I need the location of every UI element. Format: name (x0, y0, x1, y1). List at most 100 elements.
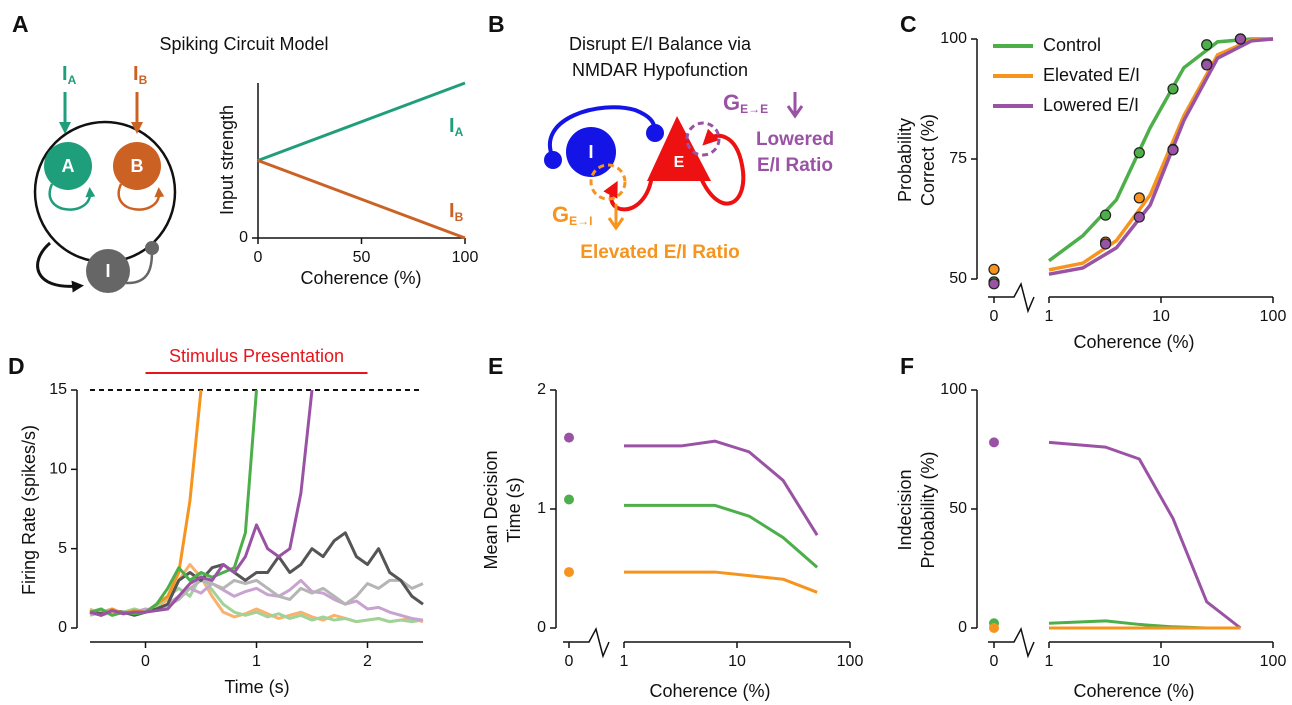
data-point (1099, 238, 1112, 250)
x-tick-label: 10 (1152, 308, 1170, 325)
node-label: B (131, 156, 144, 176)
change-label: Elevated E/I Ratio (580, 242, 739, 263)
input-label: IB (133, 63, 148, 87)
data-point (564, 432, 574, 443)
series-line (89, 578, 424, 622)
series-line (89, 531, 424, 617)
data-point (1133, 211, 1145, 223)
y-tick-label: 50 (949, 500, 967, 517)
data-point (1167, 144, 1179, 156)
data-point (988, 278, 1000, 290)
projection (36, 241, 84, 293)
node-label: E (674, 154, 685, 171)
projection (125, 251, 154, 285)
data-point (988, 263, 1000, 275)
node-label: I (588, 142, 593, 162)
series-line (89, 389, 314, 617)
x-tick-label: 2 (363, 653, 372, 670)
y-tick-label: 0 (58, 619, 67, 636)
x-tick-label: 1 (620, 653, 629, 670)
y-tick-label: 15 (49, 381, 67, 398)
panel-a-diagram: A Spiking Circuit Model IA IB A B I (12, 11, 329, 293)
y-tick-label: 75 (949, 150, 967, 167)
data-point (1201, 39, 1213, 51)
legend-label: Control (1043, 35, 1101, 55)
x-axis-label: Coherence (%) (300, 268, 421, 288)
change-label: E/I Ratio (757, 155, 833, 176)
stimulus-label: Stimulus Presentation (169, 346, 344, 366)
x-tick-label: 0 (141, 653, 150, 670)
y-axis-label: Mean Decision (481, 450, 501, 569)
x-axis (988, 626, 1273, 659)
series-line (89, 389, 203, 617)
legend-label: Elevated E/I (1043, 65, 1140, 85)
y-axis-label: Time (s) (504, 477, 524, 542)
node-label: I (105, 261, 110, 281)
series-label-name: I (449, 115, 455, 137)
y-tick-label: 5 (58, 540, 67, 557)
panel-letter: E (488, 353, 503, 379)
y-axis-label: Correct (%) (918, 114, 938, 206)
synapse (646, 124, 664, 142)
panel-title: Spiking Circuit Model (159, 34, 328, 54)
decrease-arrow (786, 92, 804, 119)
node (86, 249, 130, 293)
data-point (989, 437, 999, 448)
data-point (989, 623, 999, 633)
excitatory-projection (603, 175, 654, 212)
series-label: IA (449, 115, 464, 139)
chart: 0 50 100 0 1 10 100 Coherence (%) Indecision Prob… (895, 353, 1287, 701)
series-label: IB (449, 200, 464, 224)
panel-title: Disrupt E/I Balance via (569, 34, 752, 54)
x-tick-label: 100 (1260, 653, 1287, 670)
x-tick-label: 0 (990, 653, 999, 670)
data-point (564, 567, 574, 578)
y-tick-label: 2 (537, 381, 546, 398)
panel-letter: D (8, 353, 25, 379)
x-tick-label: 100 (837, 653, 864, 670)
y-axis-label: Indecision (895, 469, 915, 550)
data-point (1099, 209, 1112, 221)
series-line (624, 503, 819, 569)
node (647, 116, 711, 181)
y-tick-label: 100 (940, 381, 967, 398)
y-tick-label: 0 (958, 619, 967, 636)
x-tick-label: 0 (990, 308, 999, 325)
y-tick-label: 100 (940, 30, 967, 47)
legend-label: Lowered E/I (1043, 95, 1139, 115)
decrease-arrow (607, 204, 625, 231)
x-tick-label: 100 (452, 249, 479, 266)
x-tick-label: 100 (1260, 308, 1287, 325)
panel-b-diagram: B Disrupt E/I Balance via NMDAR Hypofunc… (488, 11, 834, 263)
conductance-label: GE→I (552, 202, 592, 228)
y-axis-label: Firing Rate (spikes/s) (19, 425, 39, 595)
y-tick-label: 0 (239, 229, 248, 246)
x-axis (563, 626, 850, 659)
self-loop (48, 183, 96, 211)
inhibitory-loop (548, 105, 657, 159)
series-line (257, 81, 466, 162)
x-axis-label: Coherence (%) (649, 681, 770, 701)
series-line (624, 439, 819, 536)
y-tick-label: 10 (49, 461, 67, 478)
x-tick-label: 0 (565, 653, 574, 670)
x-tick-label: 10 (1152, 653, 1170, 670)
panel-letter: C (900, 11, 917, 37)
series-label-subscript: A (455, 125, 464, 139)
x-tick-label: 1 (1045, 653, 1054, 670)
data-point (564, 494, 574, 505)
series-line (257, 159, 466, 240)
circuit-boundary (33, 120, 177, 264)
x-tick-label: 1 (1045, 308, 1054, 325)
y-axis-label: Probability (895, 118, 915, 202)
conductance-label: GE→E (723, 90, 768, 116)
x-axis-label: Coherence (%) (1073, 681, 1194, 701)
node (113, 142, 161, 190)
synapse (544, 151, 562, 169)
data-point (1234, 33, 1247, 45)
y-axis-label: Probability (%) (918, 451, 938, 568)
panel-letter: B (488, 11, 505, 37)
x-tick-label: 0 (254, 249, 263, 266)
